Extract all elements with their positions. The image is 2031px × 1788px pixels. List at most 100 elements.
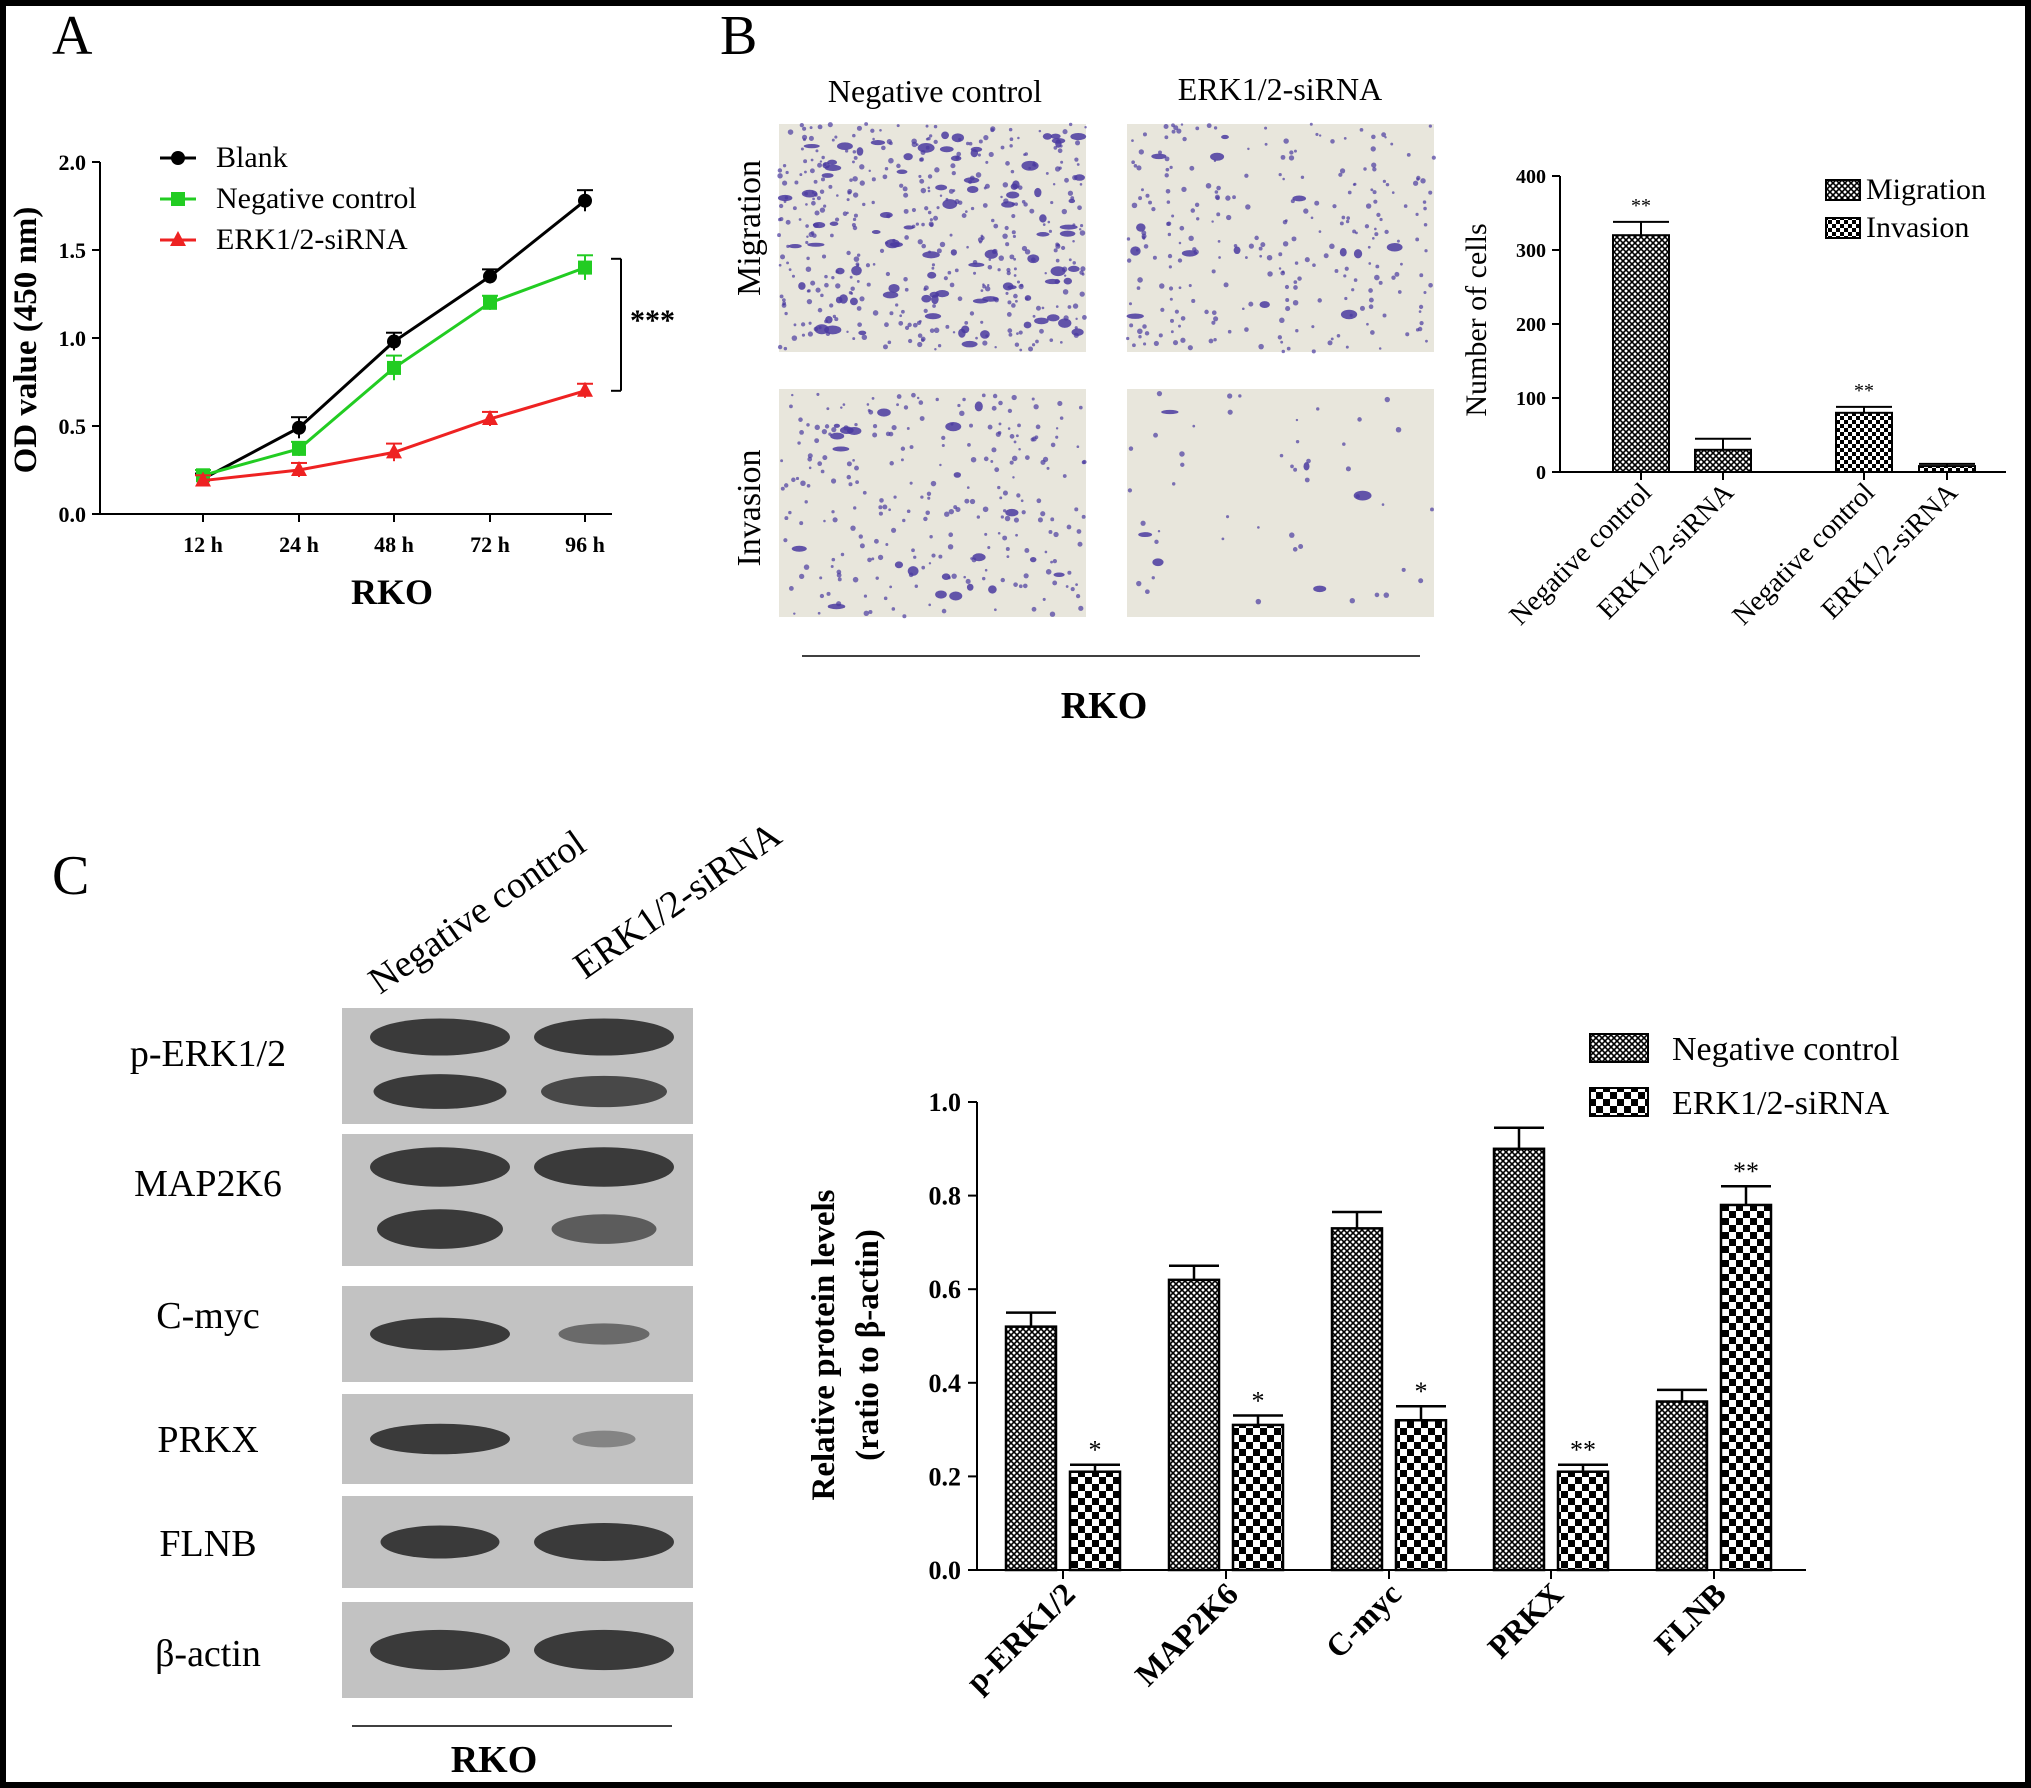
- cell-dot: [923, 516, 928, 522]
- cell-dot: [984, 568, 988, 572]
- cell-dot: [803, 159, 808, 164]
- stained-cell: [922, 251, 940, 259]
- cell-dot: [1332, 204, 1337, 209]
- cell-dot: [1172, 340, 1179, 346]
- stained-cell: [825, 316, 833, 324]
- cell-dot: [976, 515, 980, 519]
- chart-b-legend-label: Migration: [1866, 173, 1986, 206]
- cell-dot: [1059, 340, 1063, 344]
- cell-dot: [778, 217, 782, 222]
- cell-dot: [850, 286, 855, 291]
- cell-dot: [929, 218, 933, 222]
- stained-cell: [1353, 249, 1363, 259]
- cell-dot: [1007, 427, 1011, 430]
- cell-dot: [921, 222, 925, 227]
- cell-dot: [1254, 235, 1259, 241]
- cell-dot: [815, 287, 821, 293]
- cell-dot: [1339, 221, 1344, 226]
- cell-dot: [846, 474, 852, 480]
- cell-dot: [906, 427, 910, 430]
- cell-dot: [927, 210, 932, 215]
- cell-dot: [889, 585, 893, 589]
- cell-dot: [801, 333, 806, 337]
- cell-dot: [783, 346, 788, 351]
- cell-dot: [862, 490, 867, 495]
- cell-dot: [980, 320, 984, 324]
- cell-dot: [1312, 263, 1316, 268]
- cell-dot: [1019, 348, 1023, 352]
- cell-dot: [816, 392, 820, 396]
- cell-dot: [1180, 462, 1185, 467]
- chart-c-legend-swatch: [1589, 1033, 1649, 1063]
- cell-dot: [1052, 183, 1056, 186]
- cell-dot: [1055, 305, 1059, 308]
- cell-dot: [1024, 455, 1030, 460]
- stained-cell: [827, 159, 838, 166]
- cell-dot: [819, 160, 823, 163]
- cell-dot: [1293, 285, 1298, 290]
- cell-dot: [1046, 466, 1050, 470]
- cell-dot: [856, 280, 860, 283]
- cell-dot: [852, 176, 858, 182]
- chart-c-bar: [1330, 1227, 1384, 1572]
- cell-dot: [1078, 228, 1082, 231]
- cell-dot: [911, 392, 916, 398]
- cell-dot: [1365, 203, 1372, 209]
- chart-a-legend-label: Negative control: [216, 182, 417, 215]
- cell-dot: [1300, 175, 1305, 179]
- cell-dot: [991, 447, 997, 453]
- cell-dot: [966, 245, 969, 249]
- cell-dot: [806, 483, 811, 488]
- cell-dot: [1370, 146, 1376, 152]
- stained-cell: [1034, 317, 1049, 325]
- cell-dot: [1000, 515, 1004, 519]
- cell-dot: [1042, 597, 1046, 601]
- cell-dot: [956, 151, 962, 157]
- cell-dot: [1062, 474, 1067, 478]
- cell-dot: [863, 610, 869, 617]
- cell-dot: [807, 331, 814, 337]
- cell-dot: [814, 210, 820, 216]
- cell-dot: [1033, 404, 1039, 410]
- stained-cell: [1074, 174, 1085, 181]
- cell-dot: [789, 404, 793, 409]
- stained-cell: [941, 573, 951, 581]
- cell-dot: [901, 309, 905, 314]
- cell-dot: [1058, 166, 1062, 170]
- image-invasion-erk-sirna: [1127, 389, 1434, 617]
- cell-dot: [1232, 195, 1236, 200]
- stained-cell: [1068, 198, 1076, 204]
- cell-dot: [933, 124, 938, 129]
- cell-dot: [1035, 339, 1039, 344]
- stained-cell: [1292, 195, 1307, 202]
- chart-a-ytick-label: 1.5: [59, 238, 87, 263]
- cell-dot: [1142, 342, 1147, 346]
- cell-dot: [1072, 261, 1076, 265]
- cell-dot: [852, 133, 856, 138]
- cell-dot: [1391, 191, 1395, 194]
- cell-dot: [1006, 555, 1010, 559]
- cell-dot: [991, 405, 997, 411]
- cell-dot: [1072, 240, 1075, 243]
- cell-dot: [964, 321, 969, 325]
- cell-dot: [1021, 510, 1026, 515]
- cell-dot: [1006, 312, 1012, 317]
- cell-dot: [1170, 330, 1174, 334]
- blot-band-erk-sirna: [534, 1629, 674, 1671]
- cell-dot: [1216, 185, 1221, 191]
- cell-dot: [852, 458, 855, 462]
- cell-dot: [1191, 298, 1196, 304]
- cell-dot: [1062, 289, 1069, 295]
- cell-dot: [832, 314, 837, 319]
- cell-dot: [968, 141, 973, 146]
- cell-dot: [799, 430, 804, 435]
- cell-dot: [1048, 229, 1053, 233]
- cell-dot: [814, 424, 820, 431]
- cell-dot: [823, 204, 827, 208]
- cell-dot: [914, 584, 919, 588]
- cell-dot: [1013, 257, 1017, 261]
- cell-dot: [1304, 257, 1310, 263]
- stained-cell: [1005, 508, 1019, 517]
- cell-dot: [1076, 445, 1080, 449]
- cell-dot: [939, 194, 943, 198]
